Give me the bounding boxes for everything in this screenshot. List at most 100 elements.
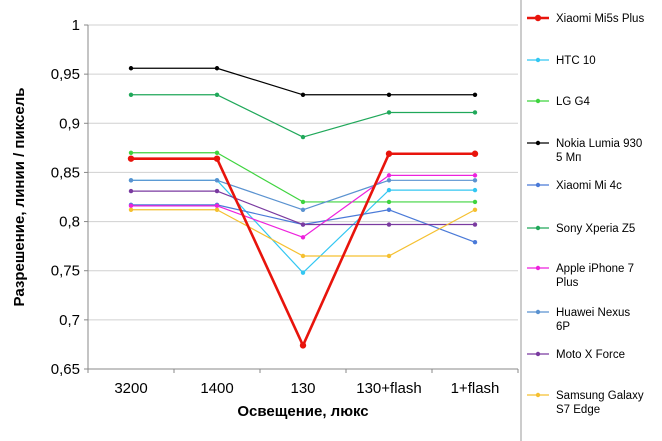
data-point bbox=[472, 240, 478, 245]
y-tick-label: 0,8 bbox=[59, 214, 80, 231]
gridlines bbox=[88, 24, 518, 321]
legend-swatch-marker bbox=[535, 98, 541, 104]
series-line bbox=[131, 174, 475, 238]
data-point bbox=[472, 187, 478, 193]
legend-swatch-marker bbox=[534, 14, 542, 22]
data-point bbox=[386, 207, 392, 212]
legend-swatch-marker bbox=[535, 309, 541, 315]
data-point bbox=[128, 207, 134, 212]
series-7 bbox=[128, 178, 478, 212]
legend-label-line: 5 Мп bbox=[556, 152, 581, 164]
legend-swatch-marker bbox=[535, 225, 541, 231]
legend-label: Apple iPhone 7 Plus bbox=[556, 263, 634, 289]
data-point bbox=[128, 92, 134, 97]
data-point bbox=[128, 66, 134, 71]
data-point bbox=[214, 178, 220, 183]
data-point bbox=[300, 253, 306, 259]
y-tick-label: 0,85 bbox=[51, 164, 80, 181]
data-point bbox=[386, 222, 392, 227]
legend-label: Xiaomi Mi 4c bbox=[556, 180, 622, 192]
legend-label-line: Nokia Lumia 930 bbox=[556, 138, 642, 150]
data-point bbox=[472, 173, 478, 178]
data-point bbox=[300, 207, 306, 212]
y-tick-label: 0,95 bbox=[51, 66, 80, 83]
data-point bbox=[386, 199, 392, 205]
legend-item: Nokia Lumia 930 5 Мп bbox=[527, 138, 642, 164]
series-9 bbox=[128, 207, 478, 259]
legend-label: Moto X Force bbox=[556, 349, 625, 361]
x-tick-labels: 3200 1400 130 130+flash 1+flash bbox=[87, 369, 519, 397]
data-point bbox=[386, 110, 392, 115]
legend-item: LG G4 bbox=[527, 96, 590, 108]
data-point bbox=[128, 188, 134, 194]
series-2 bbox=[128, 150, 478, 205]
x-axis-title: Освещение, люкс bbox=[237, 403, 368, 420]
data-point bbox=[386, 173, 392, 178]
data-point bbox=[299, 342, 307, 349]
x-tick-label: 3200 bbox=[114, 380, 147, 397]
x-tick-label: 1+flash bbox=[451, 380, 500, 397]
data-point bbox=[300, 92, 306, 97]
legend-label-line: Apple iPhone 7 bbox=[556, 263, 634, 275]
y-tick-label: 0,9 bbox=[59, 115, 80, 132]
legend-label-line: Xiaomi Mi5s Plus bbox=[556, 13, 644, 25]
y-tick-labels: 0,65 0,7 0,75 0,8 0,85 0,9 0,95 1 bbox=[51, 17, 88, 378]
legend-label: Samsung Galaxy S7 Edge bbox=[556, 390, 644, 416]
data-point bbox=[472, 92, 478, 97]
data-point bbox=[128, 178, 134, 183]
data-point bbox=[300, 199, 306, 205]
series-5 bbox=[128, 92, 478, 140]
legend-label: Sony Xperia Z5 bbox=[556, 223, 635, 235]
axes bbox=[87, 25, 518, 370]
data-point bbox=[214, 188, 220, 194]
series-6 bbox=[128, 173, 478, 240]
data-point bbox=[386, 92, 392, 97]
data-point bbox=[472, 110, 478, 115]
legend-label: Nokia Lumia 930 5 Мп bbox=[556, 138, 642, 164]
series-line bbox=[131, 67, 475, 96]
legend-label-line: Huawei Nexus bbox=[556, 307, 630, 319]
data-point bbox=[127, 155, 135, 162]
legend-swatch-marker bbox=[535, 265, 541, 271]
legend-item: Moto X Force bbox=[527, 349, 625, 361]
data-point bbox=[214, 150, 220, 155]
y-tick-label: 1 bbox=[72, 17, 80, 34]
data-point bbox=[214, 66, 220, 71]
data-point bbox=[214, 207, 220, 212]
y-tick-label: 0,65 bbox=[51, 361, 80, 378]
data-point bbox=[472, 222, 478, 227]
legend-swatch-marker bbox=[535, 140, 541, 146]
series-line bbox=[131, 94, 475, 138]
legend-item: Samsung Galaxy S7 Edge bbox=[527, 390, 644, 416]
data-point bbox=[300, 235, 306, 240]
legend-item: HTC 10 bbox=[527, 55, 596, 67]
data-point bbox=[128, 150, 134, 155]
series-line bbox=[131, 209, 476, 257]
data-point bbox=[300, 222, 306, 227]
legend-label-line: LG G4 bbox=[556, 96, 590, 108]
legend-swatch-marker bbox=[535, 182, 541, 188]
legend-swatch-marker bbox=[535, 57, 541, 63]
x-tick-label: 1400 bbox=[200, 380, 233, 397]
legend-label-line: HTC 10 bbox=[556, 55, 596, 67]
legend-label-line: 6P bbox=[556, 321, 570, 333]
legend-label-line: Moto X Force bbox=[556, 349, 625, 361]
data-point bbox=[128, 203, 134, 209]
x-tick-label: 130+flash bbox=[356, 380, 421, 397]
legend-swatch-marker bbox=[535, 351, 541, 357]
y-axis-title: Разрешение, линии / пиксель bbox=[11, 88, 28, 307]
legend-label: LG G4 bbox=[556, 96, 590, 108]
legend: Xiaomi Mi5s Plus HTC 10 LG G4 Nokia Lumia 9… bbox=[520, 0, 644, 441]
y-tick-label: 0,75 bbox=[51, 263, 80, 280]
data-point bbox=[214, 203, 220, 209]
legend-item: Apple iPhone 7 Plus bbox=[527, 263, 634, 289]
legend-item: Xiaomi Mi5s Plus bbox=[527, 13, 644, 25]
legend-label: Huawei Nexus 6P bbox=[556, 307, 630, 333]
data-point bbox=[386, 187, 392, 193]
legend-label-line: Xiaomi Mi 4c bbox=[556, 180, 622, 192]
series-line bbox=[131, 152, 475, 347]
data-point bbox=[386, 178, 392, 183]
data-point bbox=[471, 150, 479, 157]
series-8 bbox=[128, 188, 478, 227]
legend-label-line: S7 Edge bbox=[556, 404, 600, 416]
